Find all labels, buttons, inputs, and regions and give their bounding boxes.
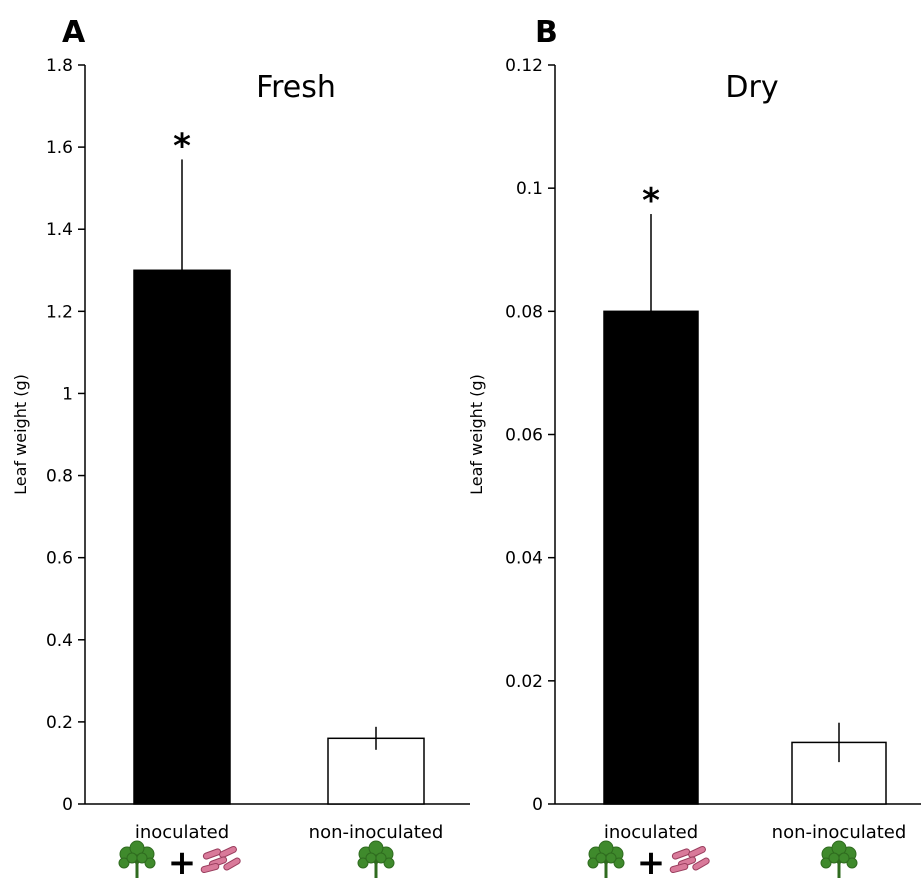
y-tick-label: 0.2 — [46, 713, 73, 733]
y-tick-label: 0.08 — [505, 302, 543, 322]
y-tick-label: 0.4 — [46, 631, 73, 651]
y-tick-label: 0.12 — [505, 56, 543, 76]
panel-letter: B — [535, 15, 558, 50]
y-tick-label: 0.6 — [46, 549, 73, 569]
y-tick-label: 1.2 — [46, 302, 73, 322]
plant-icon — [820, 840, 858, 878]
chart-panel-b: 0 0.02 0.04 0.06 0.08 0.1 0.12 Leaf weight (g) D… — [467, 15, 921, 883]
x-category-label: non-inoculated — [772, 822, 907, 843]
bar-inoculated — [133, 269, 231, 805]
bar-inoculated — [603, 310, 699, 805]
x-category-label: inoculated — [135, 822, 229, 843]
plus-sign: + — [168, 843, 197, 881]
y-axis-label: Leaf weight (g) — [11, 374, 30, 495]
y-tick-label: 0 — [62, 795, 73, 815]
panel-letter: A — [62, 15, 86, 50]
y-tick-label: 1.4 — [46, 220, 73, 240]
y-tick-label: 0.02 — [505, 672, 543, 692]
chart-panel-a: 0 0.2 0.4 0.6 0.8 1 1.2 1.4 1.6 1.8 Leaf weight (g… — [11, 15, 470, 883]
y-tick-label: 0.06 — [505, 426, 543, 446]
significance-marker: * — [173, 126, 191, 166]
plus-sign: + — [637, 843, 666, 881]
y-tick-label: 1.6 — [46, 138, 73, 158]
y-axis-label: Leaf weight (g) — [467, 374, 486, 495]
bar-non-inoculated — [327, 737, 425, 805]
y-tick-label: 1.8 — [46, 56, 73, 76]
y-tick-label: 0.04 — [505, 549, 543, 569]
x-category-label: inoculated — [604, 822, 698, 843]
plant-icon — [587, 840, 625, 878]
plant-icon — [118, 840, 156, 878]
panel-title: Dry — [725, 70, 778, 105]
bacteria-icon — [669, 845, 710, 874]
significance-marker: * — [642, 181, 660, 221]
x-category-label: non-inoculated — [309, 822, 444, 843]
y-tick-label: 1 — [62, 384, 73, 404]
bacteria-icon — [200, 845, 241, 874]
panel-title: Fresh — [256, 70, 336, 105]
y-tick-label: 0.8 — [46, 467, 73, 487]
y-tick-label: 0.1 — [516, 179, 543, 199]
plant-icon — [357, 840, 395, 878]
y-tick-label: 0 — [532, 795, 543, 815]
